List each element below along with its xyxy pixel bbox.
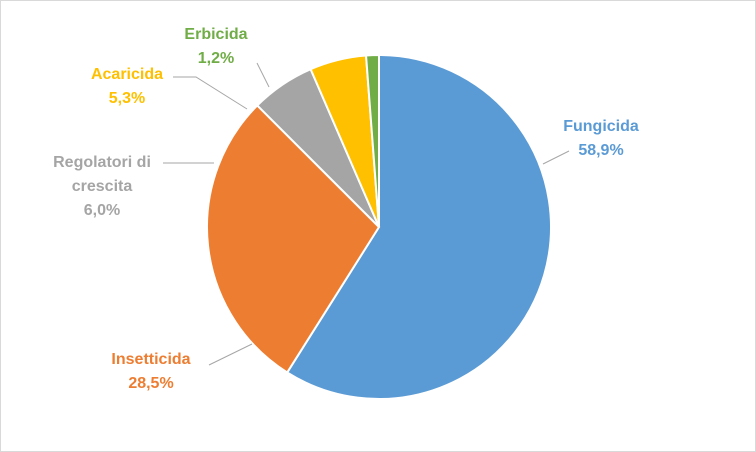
leader-line-acaricida [173, 76, 248, 110]
data-label-erbicida: Erbicida 1,2% [184, 26, 247, 67]
leader-line-fungicida [542, 150, 570, 165]
leader-line-erbicida [256, 62, 270, 88]
data-labels: Fungicida 58,9% Insetticida 28,5% Regolatori… [53, 26, 639, 392]
data-label-insetticida: Insetticida 28,5% [111, 351, 190, 392]
data-label-acaricida: Acaricida 5,3% [91, 66, 163, 107]
slice-name: Regolatori di [53, 154, 151, 171]
pie-slices [206, 53, 552, 400]
slice-name: crescita [72, 178, 133, 195]
slice-percent: 1,2% [198, 50, 234, 67]
slice-name: Acaricida [91, 66, 163, 83]
slice-name: Erbicida [184, 26, 247, 43]
slice-percent: 28,5% [128, 375, 173, 392]
pie-slice-erbicida [364, 53, 380, 228]
slice-name: Insetticida [111, 351, 190, 368]
data-label-fungicida: Fungicida 58,9% [563, 118, 639, 159]
slice-percent: 6,0% [84, 202, 120, 219]
slice-name: Fungicida [563, 118, 639, 135]
slice-percent: 5,3% [109, 90, 145, 107]
pie-slice-insetticida [206, 104, 381, 374]
leader-lines [163, 62, 570, 366]
pie-slice-fungicida [285, 53, 552, 400]
data-label-regolatori-di-crescita: Regolatori di crescita 6,0% [53, 154, 151, 219]
leader-line-insetticida [208, 343, 253, 366]
slice-percent: 58,9% [578, 142, 623, 159]
